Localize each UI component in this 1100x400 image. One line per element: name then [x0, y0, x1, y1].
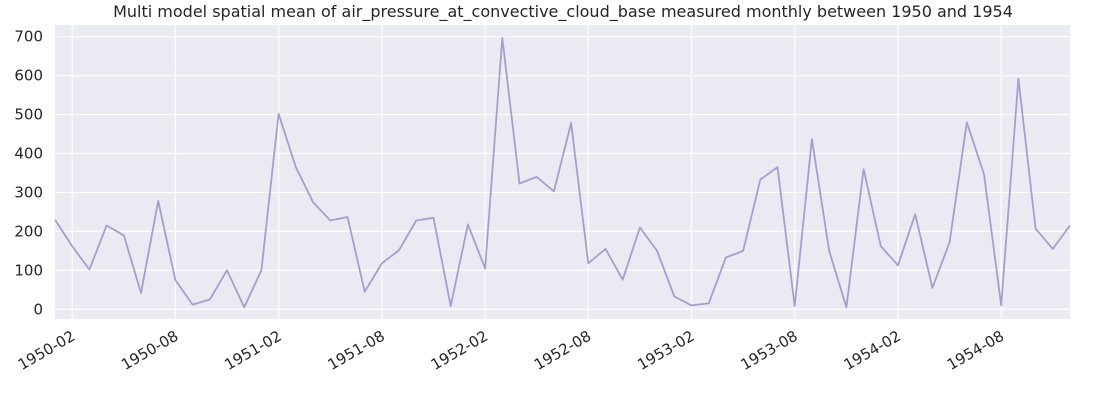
y-tick-label: 600 [14, 67, 43, 85]
y-tick-label: 700 [14, 28, 43, 46]
y-axis-ticks: 0 100 200 300 400 500 600 700 [14, 28, 43, 319]
x-tick-label: 1953-02 [634, 327, 697, 374]
plot-area [55, 25, 1070, 319]
x-tick-label: 1950-02 [15, 327, 78, 374]
chart-title: Multi model spatial mean of air_pressure… [113, 2, 1013, 22]
grid [55, 25, 1070, 319]
y-tick-label: 200 [14, 222, 43, 240]
y-tick-label: 500 [14, 106, 43, 124]
x-tick-label: 1950-08 [118, 327, 181, 374]
x-tick-label: 1954-08 [944, 327, 1007, 374]
series-line [54, 37, 1071, 309]
y-tick-label: 0 [33, 300, 43, 318]
x-axis-ticks: 1950-02 1950-08 1951-02 1951-08 1952-02 1952-… [15, 327, 1007, 374]
y-tick-label: 300 [14, 183, 43, 201]
x-tick-label: 1952-08 [531, 327, 594, 374]
x-tick-label: 1951-02 [221, 327, 284, 374]
x-tick-label: 1951-08 [325, 327, 388, 374]
x-tick-label: 1953-08 [737, 327, 800, 374]
x-tick-label: 1952-02 [428, 327, 491, 374]
y-tick-label: 400 [14, 145, 43, 163]
x-tick-label: 1954-02 [841, 327, 904, 374]
y-tick-label: 100 [14, 261, 43, 279]
